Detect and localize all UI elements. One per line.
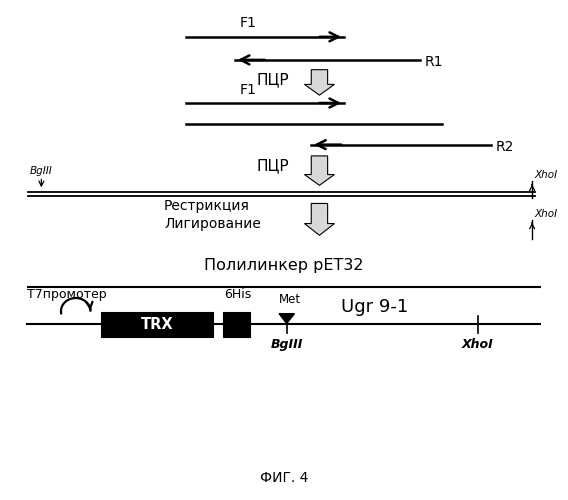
Text: TRX: TRX <box>141 317 174 332</box>
Text: XhoI: XhoI <box>535 170 558 180</box>
Text: F1: F1 <box>240 82 257 96</box>
Text: Т7промотер: Т7промотер <box>27 288 106 302</box>
Text: R1: R1 <box>425 55 443 69</box>
Text: ФИГ. 4: ФИГ. 4 <box>260 471 308 485</box>
Text: Рестрикция: Рестрикция <box>164 199 250 213</box>
Text: BgIII: BgIII <box>270 338 303 351</box>
FancyArrow shape <box>304 70 335 95</box>
Text: ПЦР: ПЦР <box>257 158 289 173</box>
Bar <box>101 312 213 337</box>
Polygon shape <box>279 314 294 324</box>
FancyArrow shape <box>304 156 335 186</box>
Text: Ugr 9-1: Ugr 9-1 <box>341 298 408 316</box>
Text: XhoI: XhoI <box>462 338 494 351</box>
FancyArrow shape <box>304 204 335 236</box>
Text: 6His: 6His <box>224 288 251 302</box>
Text: R2: R2 <box>495 140 514 153</box>
Text: Полилинкер pET32: Полилинкер pET32 <box>204 258 364 273</box>
Text: Лигирование: Лигирование <box>164 217 261 231</box>
Text: ПЦР: ПЦР <box>257 72 289 87</box>
Text: Met: Met <box>278 293 300 306</box>
Bar <box>223 312 250 337</box>
Text: BgIII: BgIII <box>30 166 53 175</box>
Text: XhoI: XhoI <box>535 209 558 219</box>
Text: F1: F1 <box>240 16 257 30</box>
